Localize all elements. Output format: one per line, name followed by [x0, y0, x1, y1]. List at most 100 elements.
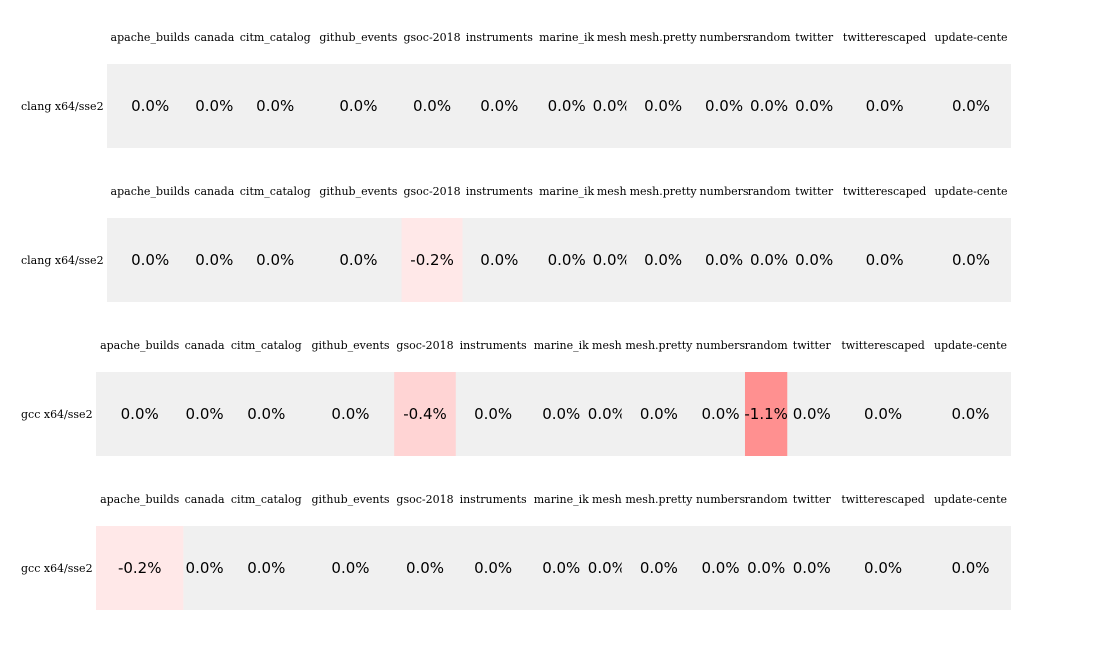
column-header: twitter	[795, 31, 834, 44]
column-header: apache_builds	[100, 339, 180, 352]
cell-value-label: 0.0%	[256, 251, 294, 269]
column-header: update-cente	[934, 339, 1007, 352]
heatmap-cell	[592, 372, 622, 456]
cell-value-label: -0.4%	[403, 405, 447, 423]
heatmap-cell	[530, 372, 593, 456]
heatmap-cell	[315, 64, 402, 148]
column-header: twitterescaped	[841, 339, 924, 352]
column-header: mesh	[597, 185, 627, 198]
column-header: random	[748, 31, 792, 44]
cell-value-label: 0.0%	[588, 559, 626, 577]
column-header: update-cente	[934, 185, 1007, 198]
heatmap-panel-1: clang x64/sse2 apache_builds 0.0% canada 0.0…	[21, 31, 1011, 148]
heatmap-cell	[536, 218, 598, 302]
cell-value-label: 0.0%	[864, 405, 902, 423]
column-header: twitter	[795, 185, 834, 198]
column-header: mesh	[597, 31, 627, 44]
column-header: numbers	[696, 339, 745, 352]
cell-value-label: -0.2%	[118, 559, 162, 577]
heatmap-cell	[536, 64, 598, 148]
heatmap-cell	[626, 64, 700, 148]
column-header: random	[748, 185, 792, 198]
column-header: apache_builds	[111, 31, 191, 44]
cell-value-label: 0.0%	[121, 405, 159, 423]
column-header: twitterescaped	[841, 493, 924, 506]
cell-value-label: 0.0%	[542, 405, 580, 423]
cell-value-label: 0.0%	[593, 97, 631, 115]
heatmap-cell	[306, 372, 395, 456]
column-header: numbers	[696, 493, 745, 506]
cell-value-label: 0.0%	[195, 251, 233, 269]
heatmap-cell	[597, 218, 627, 302]
cell-value-label: 0.0%	[644, 97, 682, 115]
column-header: update-cente	[934, 493, 1007, 506]
cell-value-label: 0.0%	[548, 251, 586, 269]
heatmap-cell	[235, 64, 316, 148]
heatmap-cell	[790, 218, 839, 302]
column-header: marine_ik	[534, 339, 589, 352]
heatmap-cell	[183, 372, 226, 456]
heatmap-cell	[930, 372, 1011, 456]
heatmap-cell	[530, 526, 593, 610]
heatmap-cell	[235, 218, 316, 302]
cell-value-label: 0.0%	[750, 97, 788, 115]
heatmap-cell	[836, 372, 931, 456]
cell-value-label: 0.0%	[406, 559, 444, 577]
cell-value-label: 0.0%	[951, 405, 989, 423]
cell-value-label: 0.0%	[131, 251, 169, 269]
column-header: random	[745, 493, 789, 506]
cell-value-label: -0.2%	[410, 251, 454, 269]
heatmap-cell	[748, 218, 791, 302]
heatmap-cell	[621, 372, 697, 456]
cell-value-label: 0.0%	[705, 251, 743, 269]
column-header: mesh.pretty	[630, 31, 698, 44]
column-header: twitter	[793, 493, 832, 506]
heatmap-cell	[401, 218, 463, 302]
heatmap-cell	[306, 526, 395, 610]
cell-value-label: 0.0%	[186, 559, 224, 577]
heatmap-cell	[597, 64, 627, 148]
heatmap-cell	[787, 526, 837, 610]
column-header: update-cente	[934, 31, 1007, 44]
cell-value-label: 0.0%	[793, 405, 831, 423]
heatmap-cell	[592, 526, 622, 610]
cell-value-label: 0.0%	[480, 251, 518, 269]
heatmap-cell	[107, 64, 194, 148]
cell-value-label: 0.0%	[247, 405, 285, 423]
heatmap-cell	[183, 526, 226, 610]
cell-value-label: 0.0%	[339, 251, 377, 269]
cell-value-label: 0.0%	[186, 405, 224, 423]
cell-value-label: 0.0%	[952, 251, 990, 269]
cell-value-label: 0.0%	[644, 251, 682, 269]
cell-value-label: 0.0%	[795, 251, 833, 269]
heatmap-cell	[699, 64, 749, 148]
heatmap-cell	[696, 526, 745, 610]
cell-value-label: 0.0%	[588, 405, 626, 423]
column-header: citm_catalog	[231, 339, 302, 352]
column-header: twitter	[793, 339, 832, 352]
cell-value-label: 0.0%	[952, 97, 990, 115]
cell-value-label: 0.0%	[413, 97, 451, 115]
cell-value-label: 0.0%	[474, 559, 512, 577]
heatmap-cell	[744, 372, 788, 456]
row-label: clang x64/sse2	[21, 100, 104, 113]
cell-value-label: 0.0%	[480, 97, 518, 115]
cell-value-label: 0.0%	[866, 97, 904, 115]
heatmap-cell	[787, 372, 837, 456]
column-header: gsoc-2018	[403, 185, 460, 198]
row-label: gcc x64/sse2	[21, 562, 93, 575]
column-header: twitterescaped	[843, 31, 926, 44]
cell-value-label: 0.0%	[339, 97, 377, 115]
heatmap-cell	[462, 218, 537, 302]
heatmap-cell	[455, 526, 531, 610]
cell-value-label: 0.0%	[750, 251, 788, 269]
heatmap-cell	[930, 526, 1011, 610]
heatmap-cell	[838, 218, 931, 302]
column-header: gsoc-2018	[396, 339, 453, 352]
heatmap-cell	[838, 64, 931, 148]
heatmap-panel-3: gcc x64/sse2 apache_builds 0.0% canada 0.0% c…	[21, 339, 1011, 456]
heatmap-cell	[401, 64, 463, 148]
cell-value-label: 0.0%	[702, 405, 740, 423]
column-header: mesh	[592, 339, 622, 352]
